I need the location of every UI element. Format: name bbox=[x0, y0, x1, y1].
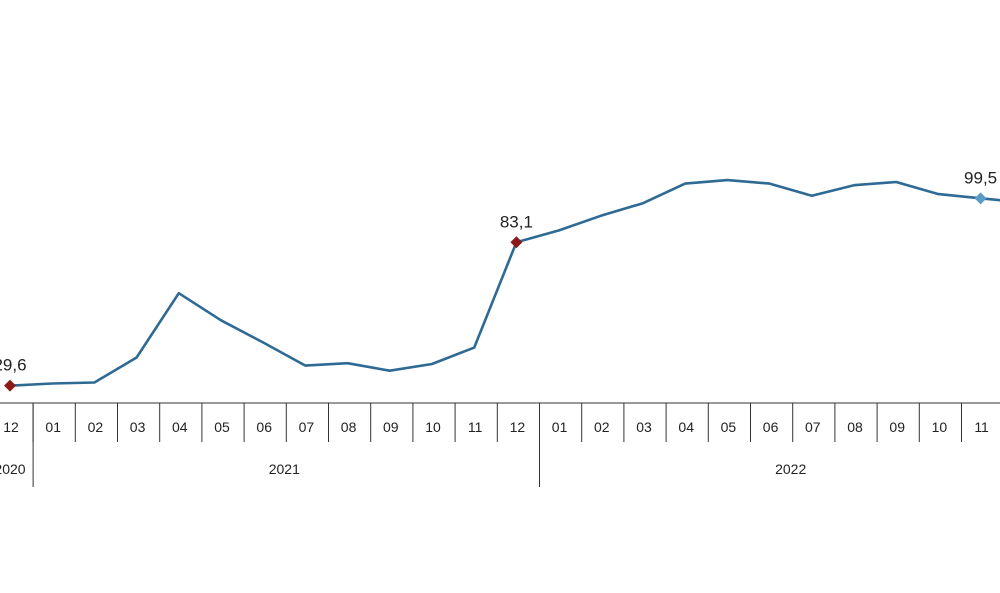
data-label: 99,5 bbox=[964, 168, 997, 187]
x-tick-label: 02 bbox=[88, 419, 104, 435]
x-tick-label: 04 bbox=[172, 419, 188, 435]
x-tick-label: 03 bbox=[636, 419, 652, 435]
data-point-marker bbox=[510, 236, 523, 249]
data-point-marker bbox=[974, 192, 987, 205]
x-tick-label: 04 bbox=[678, 419, 694, 435]
x-tick-label: 08 bbox=[341, 419, 357, 435]
x-tick-label: 05 bbox=[721, 419, 737, 435]
x-tick-label: 06 bbox=[256, 419, 272, 435]
x-tick-label: 07 bbox=[299, 419, 315, 435]
x-tick-label: 01 bbox=[45, 419, 61, 435]
year-label: 2021 bbox=[269, 461, 300, 477]
x-tick-label: 07 bbox=[805, 419, 821, 435]
x-tick-label: 05 bbox=[214, 419, 230, 435]
x-tick-label: 10 bbox=[425, 419, 441, 435]
x-tick-label: 01 bbox=[552, 419, 568, 435]
data-label: 83,1 bbox=[500, 212, 533, 231]
x-tick-label: 12 bbox=[3, 419, 19, 435]
data-point-marker bbox=[4, 379, 16, 392]
x-tick-label: 08 bbox=[847, 419, 863, 435]
x-tick-label: 09 bbox=[383, 419, 399, 435]
x-tick-label: 02 bbox=[594, 419, 610, 435]
x-axis: 12 01 02 03 04 05 06 07 08 09 10 11 12 01 02 03 04 05 06 07… bbox=[0, 402, 1000, 487]
series-layer bbox=[9, 178, 1000, 387]
x-tick-label: 10 bbox=[932, 419, 948, 435]
x-tick-label: 09 bbox=[889, 419, 905, 435]
x-tick-label: 12 bbox=[510, 419, 526, 435]
data-label-layer: 29,6 83,1 99,5 bbox=[0, 168, 997, 374]
x-tick-label: 06 bbox=[763, 419, 779, 435]
x-tick-label: 03 bbox=[130, 419, 146, 435]
series-line bbox=[9, 178, 1000, 387]
x-tick-label: 11 bbox=[974, 419, 989, 435]
marker-layer bbox=[4, 192, 987, 392]
year-label: 2022 bbox=[775, 461, 806, 477]
data-label: 29,6 bbox=[0, 356, 27, 375]
x-tick-label: 11 bbox=[468, 419, 483, 435]
